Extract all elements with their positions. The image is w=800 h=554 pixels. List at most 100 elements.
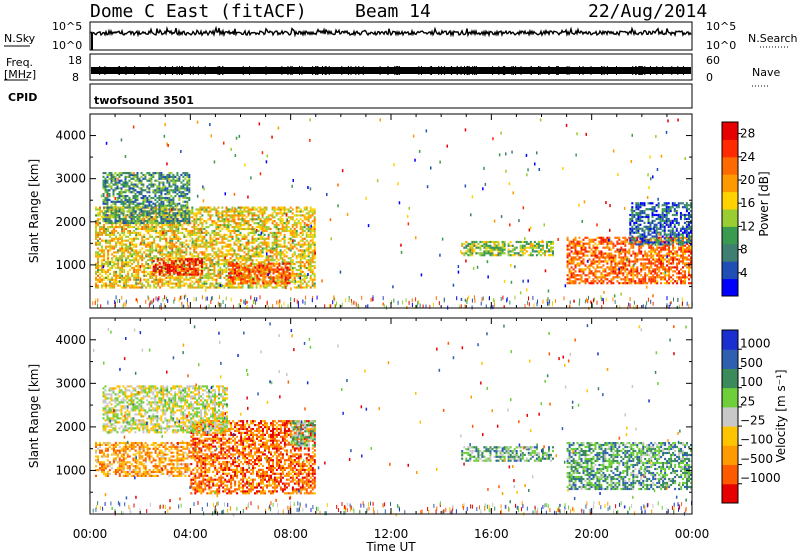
echo-cell bbox=[247, 278, 250, 281]
echo-cell bbox=[243, 224, 246, 227]
echo-cell bbox=[166, 175, 169, 178]
echo-cell bbox=[277, 208, 280, 211]
echo-cell bbox=[186, 173, 189, 177]
echo-cell bbox=[162, 217, 165, 221]
echo-cell bbox=[126, 195, 129, 198]
echo-cell bbox=[638, 272, 641, 275]
echo-cell bbox=[614, 270, 617, 273]
echo-cell bbox=[185, 243, 188, 246]
echo-cell bbox=[133, 251, 136, 254]
echo-cell bbox=[291, 241, 294, 244]
echo-cell bbox=[165, 229, 168, 233]
echo-cell bbox=[174, 175, 177, 178]
echo-cell bbox=[162, 187, 165, 190]
echo-cell bbox=[211, 261, 214, 264]
echo-cell bbox=[173, 276, 176, 279]
echo-cell bbox=[120, 179, 123, 182]
echo-cell bbox=[164, 217, 167, 221]
echo-cell bbox=[205, 255, 208, 258]
echo-cell bbox=[154, 219, 157, 223]
echo-cell bbox=[229, 286, 232, 289]
echo-cell bbox=[261, 208, 264, 211]
echo-cell bbox=[125, 265, 128, 268]
echo-cell bbox=[190, 271, 193, 274]
echo-cell bbox=[284, 272, 287, 275]
echo-cell bbox=[574, 238, 577, 241]
echo-cell bbox=[219, 263, 222, 266]
echo-cell bbox=[606, 240, 609, 243]
echo-cell bbox=[249, 249, 252, 252]
echo-cell bbox=[167, 251, 170, 254]
echo-cell bbox=[101, 280, 103, 283]
echo-cell bbox=[239, 210, 242, 213]
echo-cell bbox=[162, 185, 165, 188]
echo-cell bbox=[249, 278, 252, 281]
echo-cell bbox=[287, 210, 290, 213]
echo-cell bbox=[95, 229, 97, 233]
echo-cell bbox=[229, 249, 232, 252]
echo-cell bbox=[616, 250, 619, 253]
echo-cell bbox=[225, 237, 228, 240]
echo-cell bbox=[284, 264, 287, 267]
echo-cell bbox=[217, 224, 220, 227]
echo-cell bbox=[243, 237, 246, 240]
echo-cell bbox=[225, 255, 228, 258]
echo-cell bbox=[139, 214, 142, 217]
echo-cell bbox=[154, 269, 157, 272]
echo-cell bbox=[217, 253, 220, 256]
echo-cell bbox=[117, 263, 120, 266]
echo-cell bbox=[233, 218, 236, 221]
echo-cell bbox=[271, 259, 274, 262]
echo-cell bbox=[255, 251, 258, 254]
echo-cell bbox=[309, 257, 312, 260]
echo-cell bbox=[301, 227, 304, 231]
echo-cell bbox=[199, 257, 202, 260]
echo-cell bbox=[219, 235, 222, 238]
echo-cell bbox=[535, 244, 538, 247]
echo-cell bbox=[223, 261, 226, 264]
echo-cell bbox=[594, 260, 597, 263]
echo-cell bbox=[121, 257, 124, 260]
echo-cell bbox=[620, 268, 623, 271]
echo-cell bbox=[171, 276, 174, 279]
echo-cell bbox=[101, 261, 103, 264]
echo-cell bbox=[254, 266, 257, 269]
echo-cell bbox=[602, 252, 605, 255]
nsearch-tick-high: 10^5 bbox=[706, 20, 736, 33]
echo-cell bbox=[640, 258, 643, 261]
echo-cell bbox=[473, 250, 476, 253]
echo-cell bbox=[171, 239, 174, 242]
echo-cell bbox=[134, 193, 137, 196]
echo-cell bbox=[291, 278, 294, 281]
echo-cell bbox=[592, 240, 595, 243]
echo-cell bbox=[634, 270, 637, 273]
echo-cell bbox=[264, 268, 267, 271]
echo-cell bbox=[171, 222, 174, 225]
echo-cell bbox=[141, 265, 144, 268]
echo-cell bbox=[223, 241, 226, 244]
echo-cell bbox=[161, 208, 164, 211]
echo-cell bbox=[234, 268, 236, 271]
echo-cell bbox=[582, 252, 585, 255]
echo-cell bbox=[195, 280, 198, 283]
echo-cell bbox=[584, 274, 587, 277]
echo-cell bbox=[527, 254, 530, 257]
echo-cell bbox=[122, 202, 125, 205]
echo-cell bbox=[291, 266, 294, 270]
echo-cell bbox=[188, 177, 191, 180]
echo-cell bbox=[602, 240, 605, 243]
echo-cell bbox=[313, 235, 316, 238]
echo-cell bbox=[124, 195, 127, 198]
echo-cell bbox=[228, 262, 230, 265]
echo-cell bbox=[258, 278, 261, 281]
echo-cell bbox=[479, 248, 482, 251]
echo-cell bbox=[638, 278, 641, 281]
echo-cell bbox=[174, 187, 177, 190]
echo-cell bbox=[261, 222, 264, 225]
echo-cell bbox=[121, 278, 124, 281]
echo-cell bbox=[119, 224, 122, 227]
echo-cell bbox=[535, 246, 538, 249]
echo-cell bbox=[199, 206, 202, 209]
echo-cell bbox=[145, 263, 148, 266]
